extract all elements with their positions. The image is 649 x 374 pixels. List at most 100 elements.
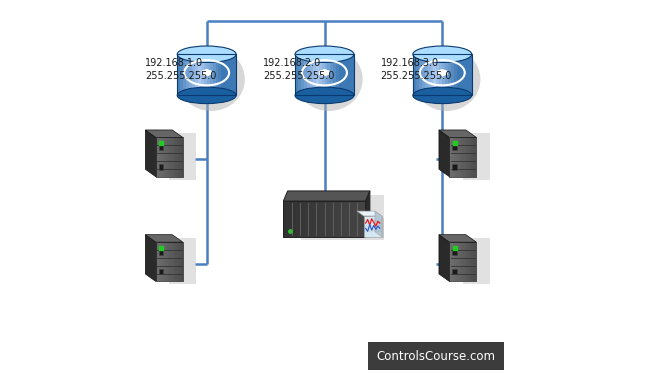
- Polygon shape: [284, 191, 370, 201]
- Polygon shape: [167, 242, 169, 282]
- Polygon shape: [169, 242, 171, 282]
- Polygon shape: [336, 54, 339, 95]
- Polygon shape: [430, 54, 434, 95]
- Polygon shape: [204, 54, 206, 95]
- Polygon shape: [337, 201, 341, 237]
- Polygon shape: [221, 54, 225, 95]
- Polygon shape: [469, 54, 472, 95]
- Polygon shape: [466, 242, 468, 282]
- Polygon shape: [164, 138, 166, 177]
- Polygon shape: [201, 54, 204, 95]
- Polygon shape: [454, 54, 457, 95]
- Polygon shape: [162, 242, 164, 282]
- Polygon shape: [181, 242, 183, 282]
- Polygon shape: [171, 138, 173, 177]
- Polygon shape: [169, 238, 196, 285]
- Polygon shape: [333, 201, 337, 237]
- Polygon shape: [448, 54, 451, 95]
- Polygon shape: [452, 164, 457, 169]
- Polygon shape: [458, 242, 459, 282]
- Polygon shape: [456, 138, 458, 177]
- Polygon shape: [439, 130, 449, 177]
- Polygon shape: [445, 54, 448, 95]
- Polygon shape: [192, 54, 195, 95]
- Ellipse shape: [177, 87, 236, 104]
- Polygon shape: [308, 201, 312, 237]
- Polygon shape: [295, 54, 298, 95]
- Ellipse shape: [413, 46, 472, 62]
- Polygon shape: [443, 54, 445, 95]
- Polygon shape: [183, 54, 186, 95]
- Polygon shape: [324, 201, 328, 237]
- Polygon shape: [341, 201, 345, 237]
- Polygon shape: [451, 138, 453, 177]
- Polygon shape: [453, 242, 454, 282]
- Polygon shape: [319, 54, 321, 95]
- Polygon shape: [189, 54, 192, 95]
- Polygon shape: [175, 138, 176, 177]
- Polygon shape: [159, 269, 164, 274]
- Polygon shape: [173, 242, 175, 282]
- Polygon shape: [422, 54, 424, 95]
- Polygon shape: [452, 269, 457, 274]
- Polygon shape: [358, 201, 361, 237]
- Polygon shape: [424, 54, 428, 95]
- Polygon shape: [466, 54, 469, 95]
- Polygon shape: [291, 201, 296, 237]
- Polygon shape: [177, 54, 180, 95]
- Polygon shape: [171, 242, 173, 282]
- Polygon shape: [463, 54, 466, 95]
- Polygon shape: [301, 194, 384, 240]
- Polygon shape: [156, 242, 158, 282]
- Polygon shape: [166, 242, 167, 282]
- Polygon shape: [181, 138, 183, 177]
- Polygon shape: [449, 138, 451, 177]
- Ellipse shape: [177, 46, 236, 62]
- Polygon shape: [284, 201, 288, 237]
- Polygon shape: [451, 54, 454, 95]
- Polygon shape: [419, 54, 422, 95]
- Polygon shape: [413, 54, 416, 95]
- Polygon shape: [321, 54, 324, 95]
- Polygon shape: [453, 138, 454, 177]
- Polygon shape: [328, 201, 333, 237]
- Polygon shape: [225, 54, 227, 95]
- Polygon shape: [162, 138, 164, 177]
- Polygon shape: [436, 54, 439, 95]
- Polygon shape: [465, 138, 466, 177]
- Polygon shape: [233, 54, 236, 95]
- Polygon shape: [434, 54, 436, 95]
- Polygon shape: [449, 242, 451, 282]
- Polygon shape: [145, 235, 183, 242]
- Polygon shape: [307, 54, 310, 95]
- Polygon shape: [342, 54, 345, 95]
- Polygon shape: [375, 211, 382, 237]
- Polygon shape: [345, 54, 348, 95]
- Polygon shape: [304, 54, 307, 95]
- Polygon shape: [315, 54, 319, 95]
- Polygon shape: [364, 216, 382, 237]
- Polygon shape: [312, 201, 316, 237]
- Polygon shape: [298, 54, 301, 95]
- Ellipse shape: [295, 46, 354, 62]
- Polygon shape: [473, 242, 474, 282]
- Text: 192.168.3.0
255.255.255.0: 192.168.3.0 255.255.255.0: [380, 58, 452, 81]
- Polygon shape: [334, 54, 336, 95]
- Polygon shape: [213, 54, 215, 95]
- Polygon shape: [300, 201, 304, 237]
- Polygon shape: [166, 138, 167, 177]
- Polygon shape: [367, 342, 504, 370]
- Polygon shape: [178, 242, 179, 282]
- Polygon shape: [176, 138, 178, 177]
- Polygon shape: [474, 242, 476, 282]
- Polygon shape: [470, 242, 471, 282]
- Polygon shape: [321, 201, 324, 237]
- Polygon shape: [461, 138, 463, 177]
- Polygon shape: [159, 242, 161, 282]
- Polygon shape: [428, 54, 430, 95]
- Polygon shape: [452, 145, 457, 150]
- Polygon shape: [345, 201, 349, 237]
- Polygon shape: [458, 138, 459, 177]
- Polygon shape: [463, 133, 490, 180]
- Polygon shape: [158, 242, 159, 282]
